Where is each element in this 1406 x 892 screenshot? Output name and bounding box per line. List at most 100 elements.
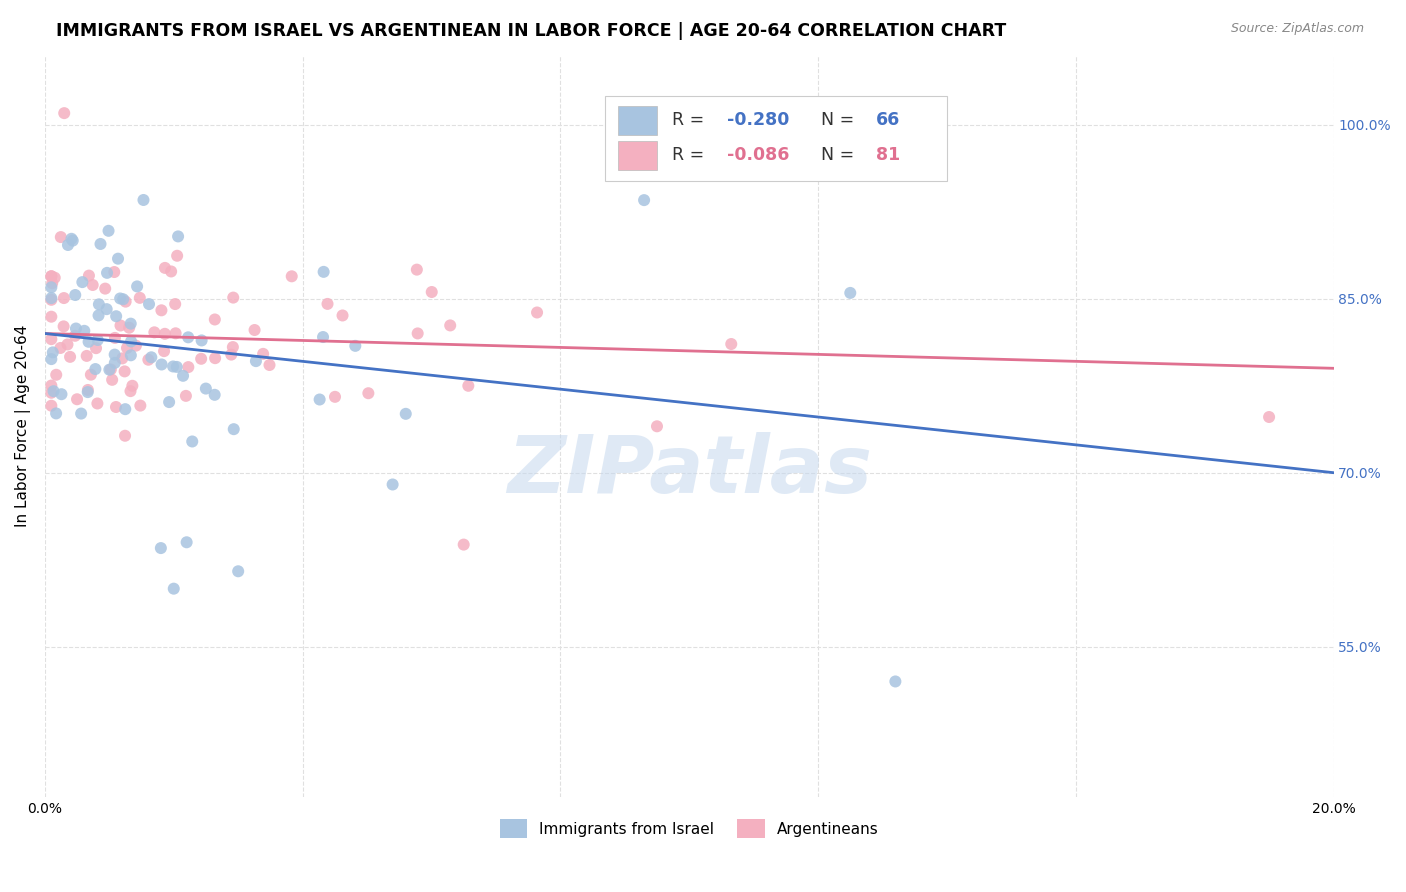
Point: [108, 292, 131, 306]
Text: 66: 66: [876, 112, 900, 129]
Point: [344, 339, 367, 353]
Point: [125, 339, 148, 353]
Point: [280, 269, 302, 284]
Y-axis label: In Labor Force | Age 20-64: In Labor Force | Age 20-64: [15, 325, 31, 527]
Point: [138, 297, 160, 311]
Text: ZIPatlas: ZIPatlas: [506, 432, 872, 510]
Point: [84, 362, 107, 376]
FancyBboxPatch shape: [606, 96, 946, 181]
Point: [157, 395, 180, 409]
Point: [163, 582, 186, 596]
Text: 81: 81: [876, 146, 900, 164]
Point: [72, 275, 94, 289]
Point: [101, 373, 124, 387]
Point: [41, 385, 63, 400]
Point: [405, 262, 427, 277]
Point: [52, 319, 75, 334]
Text: -0.280: -0.280: [727, 112, 789, 129]
Point: [138, 352, 160, 367]
Point: [103, 265, 125, 279]
Point: [166, 359, 188, 374]
Point: [104, 331, 127, 345]
Point: [114, 294, 136, 309]
Point: [884, 674, 907, 689]
Point: [41, 378, 63, 392]
Point: [100, 362, 122, 376]
Point: [153, 344, 176, 359]
Point: [76, 385, 98, 400]
Text: N =: N =: [821, 112, 859, 129]
Point: [243, 323, 266, 337]
Point: [174, 389, 197, 403]
Text: Source: ZipAtlas.com: Source: ZipAtlas.com: [1230, 22, 1364, 36]
Point: [97, 224, 120, 238]
Point: [633, 193, 655, 207]
Point: [204, 351, 226, 366]
Point: [166, 249, 188, 263]
Point: [357, 386, 380, 401]
Point: [312, 330, 335, 344]
Point: [457, 379, 479, 393]
Point: [526, 305, 548, 319]
Point: [181, 434, 204, 449]
Point: [41, 269, 63, 284]
Point: [53, 106, 76, 120]
Point: [167, 229, 190, 244]
Point: [107, 252, 129, 266]
Point: [149, 541, 172, 555]
Point: [66, 392, 89, 407]
Point: [41, 332, 63, 346]
Point: [121, 378, 143, 392]
Point: [94, 282, 117, 296]
Point: [105, 310, 128, 324]
Text: -0.086: -0.086: [727, 146, 789, 164]
Point: [41, 352, 63, 367]
Point: [226, 564, 249, 578]
Point: [45, 406, 67, 420]
Point: [87, 333, 110, 347]
Point: [87, 309, 110, 323]
Point: [65, 321, 87, 335]
Point: [42, 384, 65, 399]
Point: [1258, 410, 1281, 425]
Text: R =: R =: [672, 112, 710, 129]
Point: [62, 234, 84, 248]
Point: [420, 285, 443, 299]
Point: [120, 334, 142, 349]
Point: [96, 302, 118, 317]
Point: [80, 368, 103, 382]
Point: [194, 382, 217, 396]
Point: [114, 402, 136, 417]
Point: [49, 230, 72, 244]
Point: [153, 260, 176, 275]
Point: [112, 292, 135, 306]
FancyBboxPatch shape: [619, 141, 657, 170]
Point: [45, 368, 67, 382]
FancyBboxPatch shape: [619, 105, 657, 136]
Point: [120, 317, 142, 331]
Point: [89, 237, 111, 252]
Point: [150, 358, 173, 372]
Point: [222, 422, 245, 436]
Point: [60, 232, 83, 246]
Point: [153, 326, 176, 341]
Point: [41, 269, 63, 284]
Point: [51, 387, 73, 401]
Point: [406, 326, 429, 341]
Point: [63, 328, 86, 343]
Point: [128, 291, 150, 305]
Text: IMMIGRANTS FROM ISRAEL VS ARGENTINEAN IN LABOR FORCE | AGE 20-64 CORRELATION CHA: IMMIGRANTS FROM ISRAEL VS ARGENTINEAN IN…: [56, 22, 1007, 40]
Point: [41, 277, 63, 291]
Point: [42, 345, 65, 359]
Point: [65, 288, 87, 302]
Point: [84, 341, 107, 355]
Point: [204, 388, 226, 402]
Point: [204, 312, 226, 326]
Point: [41, 291, 63, 305]
Point: [73, 324, 96, 338]
Point: [176, 535, 198, 549]
Point: [52, 291, 75, 305]
Point: [645, 419, 668, 434]
Point: [111, 351, 134, 366]
Point: [219, 348, 242, 362]
